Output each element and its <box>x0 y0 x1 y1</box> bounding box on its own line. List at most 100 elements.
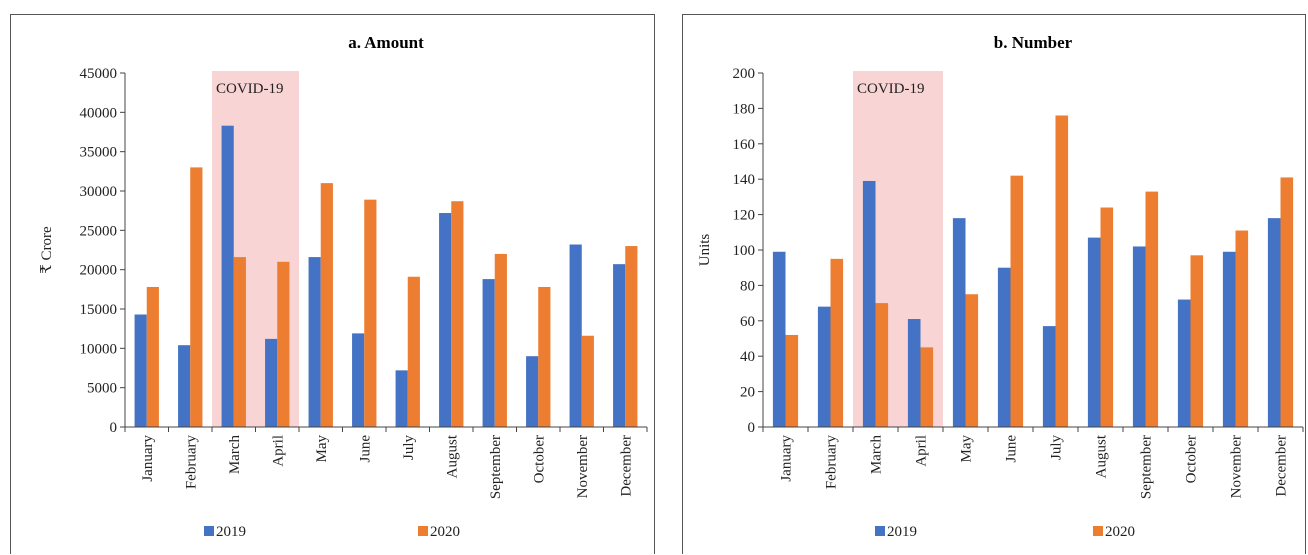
y-tick-label: 25000 <box>80 223 118 239</box>
x-tick-label: January <box>140 435 156 482</box>
x-tick-label: January <box>779 435 795 482</box>
bar-2020-april <box>277 261 290 427</box>
y-tick-label: 120 <box>733 208 756 224</box>
bar-2019-october <box>526 356 539 427</box>
bar-2020-august <box>1100 207 1114 427</box>
chart-number: b. Number COVID-19 0 20 40 60 80 100 120 140 160 18… <box>697 33 1304 540</box>
bar-2020-january <box>146 286 159 427</box>
covid-label: COVID-19 <box>857 81 925 97</box>
chart-panel-number: b. Number COVID-19 0 20 40 60 80 100 120 140 160 18… <box>682 14 1306 554</box>
bar-2020-september <box>494 253 507 427</box>
x-tick-label: November <box>1229 435 1245 498</box>
x-tick-label: September <box>488 435 504 499</box>
bar-2019-june <box>997 267 1011 427</box>
y-tick-label: 80 <box>740 278 755 294</box>
bar-2019-march <box>221 125 234 427</box>
bar-2020-july <box>407 276 420 427</box>
x-tick-label: July <box>1049 435 1065 461</box>
bar-2019-september <box>482 279 495 427</box>
y-tick-label: 20000 <box>80 263 118 279</box>
bar-2020-april <box>920 347 934 427</box>
y-tick-label: 180 <box>733 101 756 117</box>
legend-swatch-2019 <box>204 526 214 536</box>
y-tick-label: 0 <box>110 420 118 436</box>
x-tick-label: October <box>1184 435 1200 483</box>
x-tick-label: April <box>270 435 286 467</box>
legend-swatch-2020 <box>1093 526 1103 536</box>
bar-2020-march <box>875 303 889 427</box>
y-tick-label: 40000 <box>80 105 118 121</box>
y-tick-label: 30000 <box>80 184 118 200</box>
bar-2020-february <box>190 167 203 427</box>
bar-2020-june <box>364 199 377 427</box>
bar-2019-march <box>862 180 876 427</box>
bar-2020-may <box>965 294 979 427</box>
legend-swatch-2019 <box>875 526 885 536</box>
bar-2019-october <box>1177 299 1191 427</box>
y-tick-label: 5000 <box>87 381 117 397</box>
x-tick-label: February <box>824 435 840 490</box>
bar-2020-october <box>1190 255 1204 427</box>
bar-2020-september <box>1145 191 1159 427</box>
bar-2019-january <box>772 251 786 427</box>
bar-2019-december <box>1267 218 1281 427</box>
x-tick-label: September <box>1139 435 1155 499</box>
chart-amount: a. Amount COVID-19 0 5000 10000 15000 20000 250… <box>39 33 648 540</box>
covid-label: COVID-19 <box>216 81 284 97</box>
y-tick-label: 200 <box>733 66 756 82</box>
bar-2019-december <box>613 264 626 427</box>
bar-2020-november <box>581 335 594 427</box>
bar-2019-august <box>439 213 452 427</box>
x-tick-label: June <box>1004 435 1020 463</box>
x-tick-label: March <box>227 435 243 475</box>
chart-title: b. Number <box>994 33 1073 52</box>
y-tick-label: 60 <box>740 314 755 330</box>
bar-2019-april <box>907 319 921 427</box>
bar-2019-august <box>1087 237 1101 427</box>
bar-2020-december <box>625 246 638 427</box>
bar-2019-november <box>569 244 582 427</box>
y-tick-label: 20 <box>740 385 755 401</box>
bar-2019-november <box>1222 251 1236 427</box>
bar-2020-october <box>538 286 551 427</box>
bar-2020-december <box>1280 177 1294 427</box>
y-tick-label: 35000 <box>80 145 118 161</box>
y-tick-label: 100 <box>733 243 756 259</box>
bar-2019-september <box>1132 246 1146 427</box>
legend-label-2020: 2020 <box>1105 524 1135 540</box>
bar-2019-july <box>1042 326 1056 427</box>
bar-2020-august <box>451 201 464 427</box>
bar-2020-january <box>785 334 799 427</box>
bar-2020-february <box>830 258 844 427</box>
y-tick-label: 160 <box>733 137 756 153</box>
bar-2020-june <box>1010 175 1024 427</box>
y-tick-label: 0 <box>748 420 756 436</box>
y-axis-label: ₹ Crore <box>39 226 55 274</box>
bar-2019-july <box>395 370 408 427</box>
bar-2019-may <box>308 257 321 427</box>
bar-2020-march <box>233 257 246 427</box>
y-tick-label: 45000 <box>80 66 118 82</box>
x-tick-label: August <box>444 434 460 478</box>
bar-2020-may <box>320 183 333 427</box>
bar-2019-april <box>265 338 278 427</box>
bar-2020-november <box>1235 230 1249 427</box>
legend-swatch-2020 <box>418 526 428 536</box>
x-tick-label: March <box>869 435 885 475</box>
x-tick-label: October <box>531 435 547 483</box>
x-tick-label: July <box>401 435 417 461</box>
x-tick-label: February <box>183 435 199 490</box>
y-tick-label: 10000 <box>80 341 118 357</box>
chart-panel-amount: a. Amount COVID-19 0 5000 10000 15000 20000 250… <box>10 14 655 554</box>
bar-2019-june <box>352 333 365 427</box>
x-tick-label: December <box>1274 435 1290 497</box>
x-tick-label: May <box>314 435 330 463</box>
bar-2019-february <box>817 306 831 427</box>
y-tick-label: 40 <box>740 349 755 365</box>
x-tick-label: April <box>914 435 930 467</box>
chart-title: a. Amount <box>348 33 424 52</box>
y-axis-label: Units <box>697 234 713 267</box>
bar-2019-may <box>952 218 966 427</box>
x-tick-label: June <box>357 435 373 463</box>
x-tick-label: November <box>575 435 591 498</box>
